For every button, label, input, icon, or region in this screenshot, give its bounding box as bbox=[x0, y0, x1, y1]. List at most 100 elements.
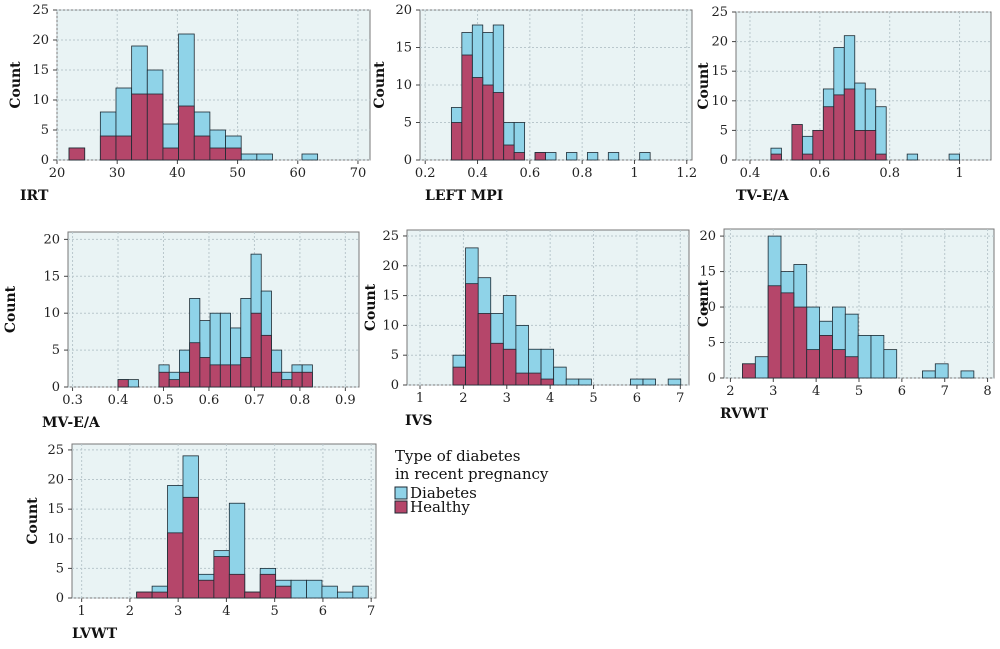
bar-diabetes bbox=[336, 591, 354, 599]
bar-diabetes bbox=[857, 335, 872, 379]
x-tick-label: 0.6 bbox=[520, 166, 541, 181]
bar-healthy bbox=[832, 349, 846, 379]
bar-healthy bbox=[864, 129, 877, 161]
bar-diabetes bbox=[754, 356, 769, 379]
x-axis-label: LEFT MPI bbox=[425, 188, 503, 204]
bar-healthy bbox=[219, 364, 231, 388]
y-tick-label: 15 bbox=[382, 289, 399, 304]
x-tick-label: 2 bbox=[726, 384, 734, 399]
bar-diabetes bbox=[642, 378, 656, 386]
x-tick-label: 4 bbox=[222, 604, 230, 619]
bar-healthy bbox=[199, 357, 211, 388]
bar-healthy bbox=[471, 77, 484, 161]
y-tick-label: 5 bbox=[56, 561, 64, 576]
bar-healthy bbox=[146, 93, 164, 161]
y-tick-label: 0 bbox=[708, 371, 716, 386]
x-tick-label: 5 bbox=[855, 384, 863, 399]
y-axis-label: Count bbox=[696, 62, 712, 110]
histogram-lvwt: 1 2 3 4 5 6 7 0 5 10 15 20 25 LVWT Count bbox=[25, 443, 377, 642]
y-tick-label: 0 bbox=[391, 378, 399, 393]
bar-healthy bbox=[515, 372, 529, 386]
bar-diabetes bbox=[565, 378, 580, 386]
bar-healthy bbox=[843, 88, 856, 161]
bar-healthy bbox=[240, 357, 252, 388]
x-axis-label: IRT bbox=[20, 188, 49, 204]
legend-label-diabetes: Diabetes bbox=[410, 484, 477, 502]
x-tick-label: 8 bbox=[983, 384, 991, 399]
bar-healthy bbox=[193, 135, 211, 161]
bar-diabetes bbox=[256, 153, 273, 161]
bar-healthy bbox=[178, 105, 195, 161]
x-tick-label: 0.9 bbox=[335, 393, 356, 408]
bar-healthy bbox=[99, 135, 117, 161]
y-tick-label: 10 bbox=[43, 306, 60, 321]
bar-healthy bbox=[167, 532, 184, 599]
bar-diabetes bbox=[553, 366, 567, 386]
bar-healthy bbox=[812, 129, 824, 161]
histogram-left-mpi: 0.2 0.4 0.6 0.8 1 1.2 0 5 10 15 20 LEFT MPI Count bbox=[372, 3, 697, 204]
x-tick-label: 1 bbox=[630, 166, 638, 181]
x-tick-label: 0.8 bbox=[290, 393, 311, 408]
x-tick-label: 1 bbox=[416, 391, 424, 406]
y-tick-label: 20 bbox=[699, 229, 716, 244]
bar-healthy bbox=[502, 348, 517, 386]
bar-healthy bbox=[452, 366, 466, 386]
bar-diabetes bbox=[545, 152, 557, 161]
y-axis-label: Count bbox=[25, 497, 41, 545]
y-tick-label: 25 bbox=[32, 3, 49, 18]
bar-healthy bbox=[534, 152, 546, 161]
bar-healthy bbox=[271, 371, 283, 388]
bar-healthy bbox=[259, 573, 277, 599]
bar-healthy bbox=[291, 371, 303, 388]
bar-healthy bbox=[225, 147, 242, 161]
y-tick-label: 10 bbox=[699, 300, 716, 315]
x-tick-label: 0.5 bbox=[153, 393, 174, 408]
x-tick-label: 1.2 bbox=[676, 166, 697, 181]
x-tick-label: 3 bbox=[503, 391, 511, 406]
x-tick-label: 60 bbox=[289, 166, 306, 181]
bar-healthy bbox=[117, 379, 129, 388]
bar-healthy bbox=[801, 153, 814, 161]
y-tick-label: 0 bbox=[404, 153, 412, 168]
legend-swatch-healthy bbox=[394, 500, 408, 514]
bar-diabetes bbox=[607, 152, 620, 161]
bar-diabetes bbox=[960, 370, 975, 379]
bar-healthy bbox=[465, 283, 479, 386]
bar-diabetes bbox=[306, 579, 323, 599]
x-tick-label: 2 bbox=[459, 391, 467, 406]
bar-healthy bbox=[115, 135, 133, 161]
y-tick-label: 10 bbox=[382, 318, 399, 333]
y-tick-label: 15 bbox=[395, 41, 412, 56]
y-tick-label: 10 bbox=[395, 78, 412, 93]
x-tick-label: 40 bbox=[169, 166, 186, 181]
bar-healthy bbox=[250, 312, 262, 388]
y-axis-label: Count bbox=[372, 61, 388, 109]
x-tick-label: 2 bbox=[126, 604, 134, 619]
histogram-ivs: 1 2 3 4 5 6 7 0 5 10 15 20 25 IVS Count bbox=[363, 229, 690, 429]
bar-healthy bbox=[503, 144, 515, 161]
x-tick-label: 6 bbox=[898, 384, 906, 399]
x-tick-label: 50 bbox=[229, 166, 246, 181]
bar-healthy bbox=[780, 292, 795, 379]
bar-healthy bbox=[151, 591, 168, 599]
bar-healthy bbox=[260, 334, 272, 388]
bar-healthy bbox=[178, 371, 191, 388]
y-tick-label: 15 bbox=[699, 265, 716, 280]
x-axis-label: LVWT bbox=[72, 626, 118, 642]
bar-healthy bbox=[844, 356, 859, 379]
bar-healthy bbox=[182, 496, 199, 599]
x-tick-label: 1 bbox=[955, 166, 963, 181]
y-tick-label: 5 bbox=[52, 343, 60, 358]
x-axis-label: TV-E/A bbox=[736, 188, 790, 204]
y-tick-label: 10 bbox=[32, 93, 49, 108]
y-axis-label: Count bbox=[363, 283, 379, 331]
x-tick-label: 5 bbox=[271, 604, 279, 619]
bar-healthy bbox=[189, 342, 201, 388]
x-tick-label: 6 bbox=[319, 604, 327, 619]
y-tick-label: 20 bbox=[43, 232, 60, 247]
y-tick-label: 0 bbox=[720, 153, 728, 168]
bar-healthy bbox=[209, 147, 226, 161]
y-tick-label: 25 bbox=[711, 5, 728, 20]
bar-diabetes bbox=[127, 379, 139, 388]
